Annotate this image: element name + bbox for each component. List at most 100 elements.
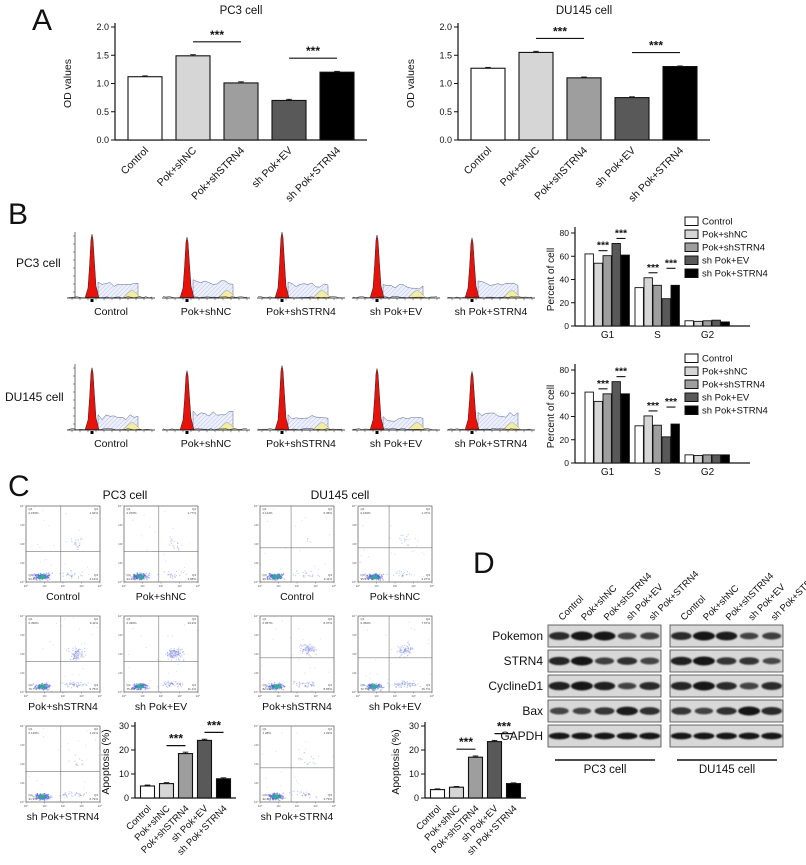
scatter-dot (36, 793, 39, 795)
scatter-dot (77, 655, 80, 657)
scatter-dot (36, 577, 38, 579)
scatter-dot (46, 687, 48, 689)
scatter-dot (304, 649, 306, 651)
scatter-dot (369, 678, 371, 680)
scatter-dot (33, 506, 35, 508)
scatter-dot (134, 574, 137, 577)
scatter-dot (70, 791, 73, 793)
scatter-dot (89, 618, 91, 620)
scatter-dot (76, 650, 78, 653)
scatter-dot (73, 655, 76, 658)
scatter-dot (169, 653, 172, 656)
scatter-dot (370, 578, 373, 580)
scatter-dot (44, 794, 46, 797)
scatter-dot (370, 684, 372, 686)
scatter-dot (82, 763, 84, 765)
scatter-dot (177, 658, 180, 661)
scatter-dot (146, 549, 148, 551)
scatter-dot (369, 688, 371, 690)
g1-peak (274, 232, 290, 299)
scatter-dot (269, 574, 271, 577)
scatter-dot (404, 682, 407, 684)
scatter-dot (130, 576, 132, 578)
scatter-dot (295, 575, 297, 577)
scatter-dot (272, 793, 274, 795)
scatter-dot (303, 761, 306, 764)
scatter-dot (300, 643, 302, 646)
quadrant-percentage: 6.79% (89, 797, 98, 801)
scatter-dot (305, 573, 307, 575)
scatter-dot (140, 573, 142, 576)
scatter-dot (282, 796, 284, 798)
scatter-dot (177, 654, 179, 656)
scatter-dot (144, 688, 146, 690)
scatter-dot (280, 577, 282, 580)
scatter-dot (173, 540, 175, 543)
scatter-dot (412, 680, 415, 682)
scatter-dot (292, 682, 294, 685)
scatter-dot (173, 650, 176, 652)
scatter-dot (404, 647, 406, 649)
scatter-dot (267, 798, 269, 800)
scatter-dot (308, 646, 311, 649)
scatter-dot (332, 756, 334, 758)
scatter-dot (271, 687, 274, 689)
scatter-dot (426, 620, 428, 622)
x-tick-label: 10⁴ (332, 804, 337, 808)
scatter-dot (171, 539, 173, 542)
scatter-dot (397, 684, 399, 687)
significance-stars: *** (210, 28, 224, 42)
scatter-dot (403, 684, 405, 686)
quadrant-code: Q1 (361, 617, 365, 621)
scatter-dot (37, 686, 40, 688)
scatter-dot (405, 574, 408, 576)
scatter-dot (275, 689, 277, 691)
scatter-dot (41, 798, 43, 800)
scatter-dot (36, 579, 38, 581)
scatter-dot (304, 649, 307, 652)
scatter-dot (367, 688, 369, 690)
scatter-dot (378, 577, 381, 580)
scatter-dot (175, 654, 178, 656)
scatter-dot (45, 682, 48, 684)
quadrant-code: Q1 (361, 507, 365, 511)
scatter-dot (271, 798, 274, 801)
quadrant-percentage: 0.330% (127, 621, 138, 625)
x-tick-label: 10⁴ (430, 694, 435, 698)
scatter-dot (36, 577, 39, 579)
scatter-dot (37, 684, 40, 687)
scatter-dot (182, 658, 184, 660)
scatter-dot (45, 686, 48, 688)
baseline-trace (447, 428, 533, 431)
scatter-dot (370, 685, 373, 688)
scatter-dot (78, 795, 80, 797)
scatter-dot (69, 682, 71, 684)
scatter-dot (43, 798, 45, 800)
scatter-dot (169, 536, 172, 538)
scatter-dot (94, 739, 97, 741)
scatter-dot (415, 684, 417, 686)
g1-peak (369, 368, 385, 431)
scatter-dot (138, 684, 141, 687)
scatter-dot (80, 655, 82, 658)
y-tick-label: 10⁰ (20, 800, 25, 804)
scatter-dot (284, 685, 286, 688)
blot-band (761, 681, 782, 691)
scatter-dot (168, 685, 171, 687)
scatter-dot (379, 684, 381, 687)
y-tick-label: 10 (119, 769, 129, 779)
scatter-dot (414, 683, 417, 686)
scatter-dot (266, 520, 269, 522)
scatter-dot (47, 797, 49, 800)
scatter-dot (174, 652, 176, 654)
x-tick-label: 10³ (411, 694, 415, 698)
plot-frame (25, 725, 101, 803)
bar (693, 454, 703, 464)
scatter-dot (77, 653, 79, 655)
scatter-dot (268, 688, 271, 691)
scatter-dot (47, 794, 50, 796)
scatter-dot (48, 797, 51, 800)
legend-swatch (684, 229, 699, 239)
scatter-dot (76, 684, 78, 686)
scatter-dot (134, 576, 137, 579)
